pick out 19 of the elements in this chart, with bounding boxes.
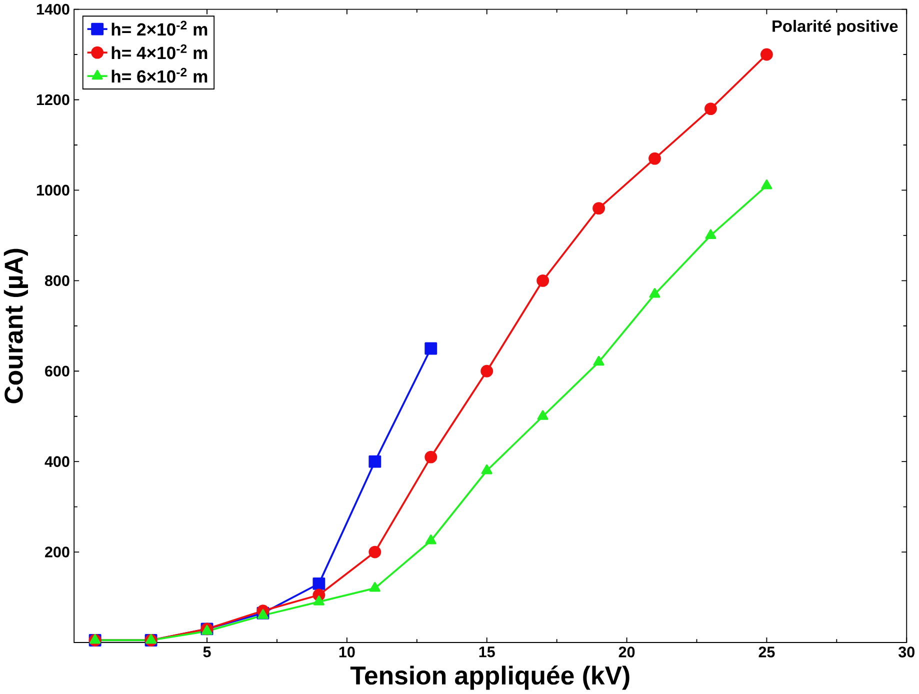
x-tick-label: 20: [618, 646, 635, 658]
y-axis-title: Courant (µA): [4, 249, 28, 404]
x-tick-label: 5: [203, 646, 211, 658]
y-tick-label: 600: [45, 366, 70, 377]
legend-label: h= 2×10$^{-2}$ m: [112, 20, 208, 36]
y-tick-label: 400: [44, 456, 70, 468]
x-tick-label: 25: [758, 646, 775, 658]
x-tick-label: 15: [479, 646, 495, 658]
y-tick-label: 1400: [36, 4, 70, 15]
annotation: Polarité positive: [772, 20, 898, 36]
legend-label: h= 6×10$^{-2}$ m: [112, 68, 208, 83]
y-tick-label: 1000: [36, 184, 70, 196]
x-axis-title: Tension appliquée (kV): [350, 666, 630, 690]
x-tick-label: 30: [898, 646, 914, 658]
y-tick-label: 800: [44, 275, 70, 286]
x-tick-label: 10: [339, 646, 355, 658]
legend-label: h= 4×10$^{-2}$ m: [112, 44, 208, 60]
y-tick-label: 200: [45, 546, 70, 558]
y-tick-label: 1200: [36, 94, 70, 106]
